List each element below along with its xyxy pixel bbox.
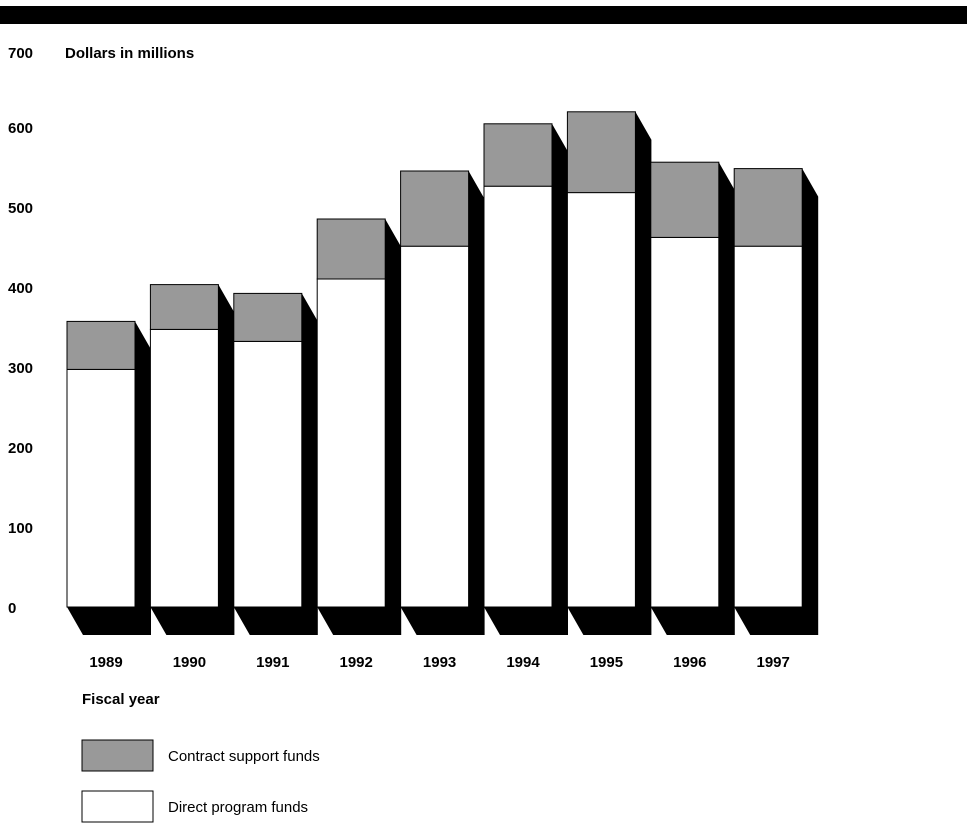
bar-group (66, 320, 151, 635)
legend-label-contract-support: Contract support funds (168, 748, 320, 765)
bar-group (566, 111, 652, 636)
bars (66, 111, 819, 636)
bar-direct-program (149, 328, 219, 608)
bar-direct-program (233, 340, 303, 608)
y-tick-label: 700 (8, 45, 33, 62)
bar-group (233, 292, 318, 635)
bar-direct-program (400, 245, 470, 608)
y-tick-label: 100 (8, 520, 33, 537)
bar-contract-support (66, 320, 136, 370)
x-tick-label: 1990 (173, 654, 206, 671)
bar-direct-program (566, 192, 636, 608)
bar-shadow (400, 171, 485, 635)
bar-shadow (734, 168, 819, 635)
bar-direct-program (483, 185, 553, 608)
bar-shadow (567, 111, 652, 636)
chart-title: Dollars in millions (65, 45, 194, 62)
bar-group (483, 123, 568, 636)
legend-label-direct-program: Direct program funds (168, 799, 308, 816)
x-tick-label: 1989 (89, 654, 122, 671)
legend-swatch-direct-program (81, 790, 154, 823)
legend-swatch-contract-support (81, 739, 154, 772)
bar-group (733, 168, 819, 635)
bar-group (316, 218, 402, 635)
bar-shadow (484, 123, 568, 636)
y-tick-label: 300 (8, 360, 33, 377)
legend: Contract support funds Direct program fu… (81, 739, 320, 823)
bar-contract-support (149, 284, 219, 330)
x-axis-title: Fiscal year (82, 691, 160, 708)
bar-contract-support (400, 170, 470, 247)
bar-contract-support (233, 292, 303, 342)
bar-group (149, 284, 235, 635)
bar-direct-program (316, 278, 386, 608)
x-tick-label: 1997 (757, 654, 790, 671)
bar-shadow (150, 284, 235, 635)
x-tick-label: 1994 (506, 654, 540, 671)
y-tick-label: 600 (8, 120, 33, 137)
x-tick-label: 1993 (423, 654, 456, 671)
bar-shadow (67, 321, 151, 635)
bar-direct-program (66, 368, 136, 608)
x-tick-label: 1996 (673, 654, 706, 671)
y-tick-label: 500 (8, 200, 33, 217)
bar-contract-support (650, 161, 720, 238)
bar-shadow (233, 293, 318, 635)
x-axis: 1989 1990 1991 1992 1993 1994 1995 1996 1997 (89, 654, 790, 671)
bar-contract-support (483, 123, 553, 187)
bar-shadow (317, 219, 402, 635)
bar-direct-program (650, 236, 720, 608)
bar-shadow (650, 162, 735, 635)
top-banner (0, 6, 967, 24)
x-tick-label: 1992 (340, 654, 373, 671)
bar-group (650, 161, 735, 635)
x-tick-label: 1991 (256, 654, 289, 671)
y-axis: 0 100 200 300 400 500 600 700 (8, 45, 33, 617)
y-tick-label: 400 (8, 280, 33, 297)
x-tick-label: 1995 (590, 654, 623, 671)
bar-contract-support (733, 168, 803, 247)
bar-contract-support (316, 218, 386, 280)
y-tick-label: 0 (8, 600, 16, 617)
bar-group (400, 170, 485, 635)
y-tick-label: 200 (8, 440, 33, 457)
bar-direct-program (733, 245, 803, 608)
bar-contract-support (566, 111, 636, 194)
